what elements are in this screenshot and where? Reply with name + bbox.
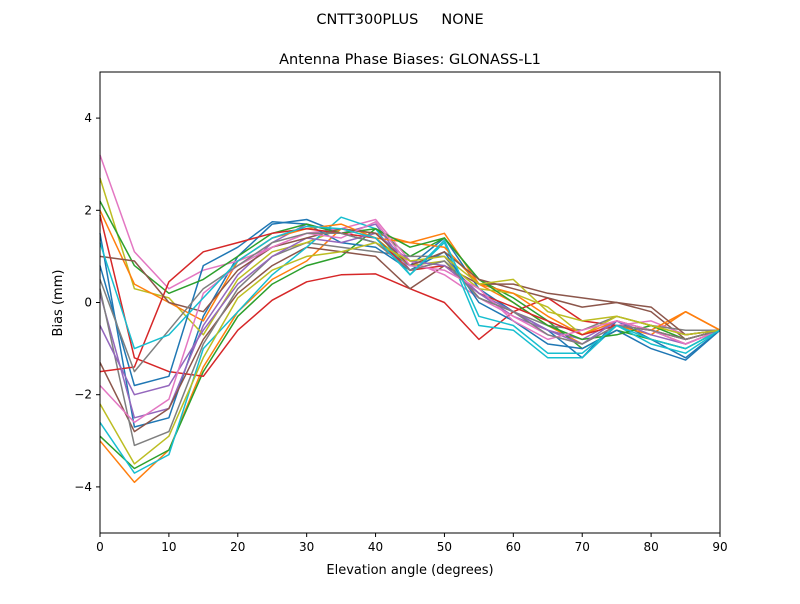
x-tick-label: 40 bbox=[368, 540, 383, 554]
chart-suptitle: CNTT300PLUS NONE bbox=[316, 12, 483, 28]
x-tick-label: 0 bbox=[96, 540, 104, 554]
x-tick-label: 30 bbox=[299, 540, 314, 554]
x-tick-label: 10 bbox=[161, 540, 176, 554]
series-line-2 bbox=[99, 227, 721, 484]
y-tick-label: 0 bbox=[84, 296, 92, 310]
y-tick-label: 2 bbox=[84, 203, 92, 217]
x-axis-label: Elevation angle (degrees) bbox=[326, 563, 493, 578]
x-tick-label: 90 bbox=[712, 540, 727, 554]
y-tick-label: 4 bbox=[84, 111, 92, 125]
series-line-17 bbox=[99, 221, 721, 424]
x-tick-label: 70 bbox=[575, 540, 590, 554]
plot-frame bbox=[99, 71, 721, 534]
series-lines bbox=[99, 154, 721, 484]
y-tick-label: −2 bbox=[74, 388, 92, 402]
series-line-5 bbox=[99, 223, 721, 419]
series-line-12 bbox=[99, 209, 721, 336]
series-line-8 bbox=[99, 241, 720, 447]
series-line-20 bbox=[99, 225, 721, 354]
series-line-19 bbox=[99, 241, 721, 465]
x-tick-label: 80 bbox=[643, 540, 658, 554]
y-tick-label: −4 bbox=[74, 480, 92, 494]
series-line-13 bbox=[99, 200, 721, 341]
x-tick-label: 50 bbox=[437, 540, 452, 554]
x-axis-ticks: 0 10 20 30 40 50 60 70 80 90 bbox=[96, 533, 728, 554]
y-axis-ticks: −4 −2 0 2 4 bbox=[74, 111, 100, 494]
x-tick-label: 20 bbox=[230, 540, 245, 554]
y-axis-label: Bias (mm) bbox=[51, 270, 66, 337]
x-tick-label: 60 bbox=[506, 540, 521, 554]
chart-title: Antenna Phase Biases: GLONASS-L1 bbox=[279, 52, 541, 68]
